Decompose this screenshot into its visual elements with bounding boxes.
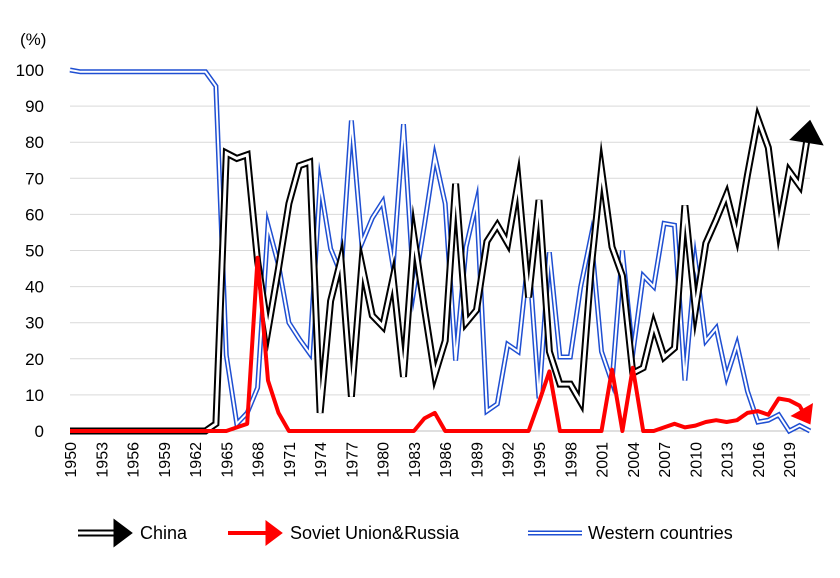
series-western-countries <box>69 67 812 435</box>
legend-item: Western countries <box>528 523 733 543</box>
y-tick-label: 80 <box>25 133 44 152</box>
y-tick-label: 100 <box>16 61 44 80</box>
x-tick-label: 1971 <box>282 442 299 478</box>
x-tick-label: 2019 <box>782 442 799 478</box>
x-tick-label: 2010 <box>688 442 705 478</box>
y-tick-label: 70 <box>25 169 44 188</box>
x-tick-label: 1980 <box>376 442 393 478</box>
series-soviet-union-russia <box>70 255 814 433</box>
legend-item: Soviet Union&Russia <box>228 520 460 546</box>
y-axis: 0 10 20 30 40 50 60 70 80 90 100 <box>16 61 44 441</box>
x-tick-label: 2007 <box>657 442 674 478</box>
x-tick-label: 1968 <box>251 442 268 478</box>
x-tick-label: 1965 <box>219 442 236 478</box>
legend-label: Soviet Union&Russia <box>290 523 460 543</box>
x-tick-label: 1950 <box>63 442 80 478</box>
x-tick-label: 1995 <box>532 442 549 478</box>
x-axis: 1950 1953 1956 1959 1962 1965 1968 1971 1974 1977… <box>63 430 810 478</box>
series-end-arrow <box>790 402 814 425</box>
x-tick-label: 1998 <box>563 442 580 478</box>
legend-label: China <box>140 523 188 543</box>
legend-item: China <box>78 518 188 548</box>
y-tick-label: 40 <box>25 278 44 297</box>
x-tick-label: 2004 <box>626 442 643 478</box>
x-tick-label: 1974 <box>313 442 330 478</box>
x-tick-label: 1992 <box>501 442 518 478</box>
x-tick-label: 2001 <box>595 442 612 478</box>
series-end-arrow <box>789 119 824 146</box>
x-tick-label: 2016 <box>751 442 768 478</box>
legend: China Soviet Union&Russia Western countrie… <box>78 518 733 548</box>
y-tick-label: 90 <box>25 97 44 116</box>
x-tick-label: 1986 <box>438 442 455 478</box>
legend-arrow-icon <box>113 518 133 548</box>
y-tick-label: 20 <box>25 350 44 369</box>
series-china <box>70 105 824 435</box>
x-tick-label: 1959 <box>157 442 174 478</box>
x-tick-label: 1953 <box>94 442 111 478</box>
legend-arrow-icon <box>265 520 283 546</box>
x-tick-label: 1989 <box>469 442 486 478</box>
x-tick-label: 1962 <box>188 442 205 478</box>
series-line <box>70 255 805 433</box>
y-tick-label: 30 <box>25 314 44 333</box>
legend-label: Western countries <box>588 523 733 543</box>
series-line-inner <box>69 69 811 433</box>
x-tick-label: 1956 <box>126 442 143 478</box>
y-axis-unit-label: (%) <box>20 30 46 49</box>
x-tick-label: 1977 <box>344 442 361 478</box>
y-tick-label: 10 <box>25 386 44 405</box>
x-tick-label: 2013 <box>720 442 737 478</box>
y-tick-label: 0 <box>35 422 44 441</box>
x-tick-label: 1983 <box>407 442 424 478</box>
series-lines <box>69 67 824 435</box>
gridlines <box>70 69 810 432</box>
y-tick-label: 60 <box>25 205 44 224</box>
y-tick-label: 50 <box>25 242 44 261</box>
